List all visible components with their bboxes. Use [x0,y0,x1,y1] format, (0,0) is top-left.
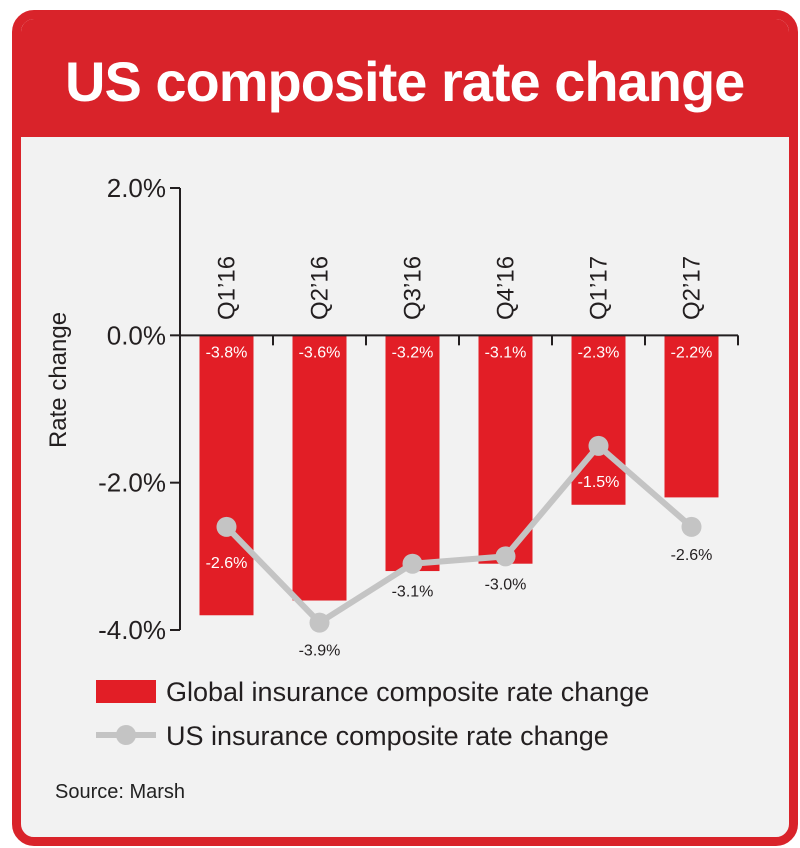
legend-bar-swatch [96,680,156,703]
bar-label-1: -3.6% [299,344,341,361]
us-point-0 [216,516,237,537]
us-point-3 [495,546,516,567]
us-point-5 [681,516,702,537]
bar-label-4: -2.3% [578,344,620,361]
category-label-0: Q1’16 [214,256,241,320]
us-point-label-0: -2.6% [206,555,248,572]
us-point-label-2: -3.1% [392,584,434,601]
bar-3 [478,335,533,564]
bar-1 [292,335,347,601]
category-label-2: Q3’16 [400,256,427,320]
y-tick-label-1: 0.0% [107,320,166,350]
category-label-1: Q2’16 [307,256,334,320]
us-point-label-4: -1.5% [578,474,620,491]
category-label-5: Q2’17 [679,256,706,320]
source-note: Source: Marsh [55,781,186,803]
us-point-1 [309,612,330,633]
legend-bar-label: Global insurance composite rate change [166,677,649,707]
bar-4 [571,335,626,505]
legend-line-label: US insurance composite rate change [166,721,609,751]
bar-2 [385,335,440,572]
category-label-3: Q4’16 [493,256,520,320]
y-tick-label-2: -2.0% [98,468,166,498]
category-label-4: Q1’17 [586,256,613,320]
y-axis-title: Rate change [45,312,72,448]
us-point-4 [588,435,609,456]
bar-0 [199,335,254,616]
us-series-line [224,442,694,626]
us-point-label-3: -3.0% [485,576,527,593]
us-point-label-1: -3.9% [299,643,341,660]
us-point-2 [402,553,423,574]
legend-line-marker [116,725,136,745]
bar-label-2: -3.2% [392,344,434,361]
bar-label-0: -3.8% [206,344,248,361]
us-point-label-5: -2.6% [671,547,713,564]
y-tick-label-3: -4.0% [98,615,166,645]
bar-label-3: -3.1% [485,344,527,361]
chart-title: US composite rate change [65,50,745,113]
y-tick-label-0: 2.0% [107,173,166,203]
bar-5 [664,335,719,498]
bar-label-5: -2.2% [671,344,713,361]
title-banner: US composite rate change [21,19,789,137]
